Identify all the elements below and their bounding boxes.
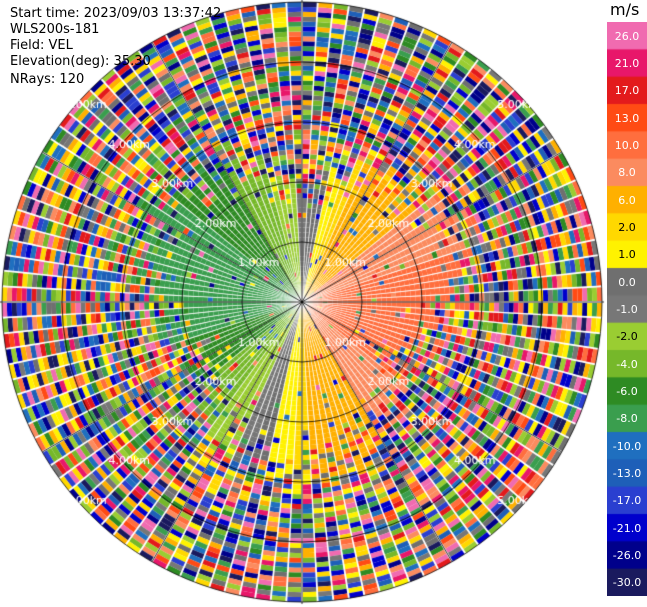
colorbar-tick-label: 6.0 [618,193,636,207]
field-label: Field: VEL [10,38,73,53]
colorbar-tick-label: -6.0 [616,385,638,398]
colorbar-tick-label: -8.0 [616,412,638,426]
colorbar-unit: m/s [610,0,640,19]
colorbar-tick-label: 0.0 [618,275,636,289]
instrument-label: WLS200s-181 [10,22,100,37]
colorbar-tick-label: -10.0 [612,439,642,453]
elevation-label: Elevation(deg): 35.30 [10,54,151,69]
colorbar-tick-label: -21.0 [612,521,642,535]
start-time-label: Start time: 2023/09/03 13:37:42 [10,6,222,21]
colorbar [607,22,647,596]
colorbar-tick-label: -4.0 [616,357,638,371]
colorbar-tick-label: -13.0 [612,467,642,480]
colorbar-tick-label: 17.0 [614,84,640,98]
radar-ppi-plot [0,0,607,607]
colorbar-tick-label: 8.0 [618,166,636,180]
colorbar-tick-label: 2.0 [618,221,636,234]
colorbar-tick-label: -1.0 [616,303,638,316]
colorbar-tick-label: 10.0 [614,139,640,152]
colorbar-tick-label: 26.0 [614,29,640,43]
colorbar-tick-label: 13.0 [614,111,640,125]
colorbar-tick-label: -17.0 [612,494,642,508]
colorbar-tick-label: 1.0 [618,248,636,262]
nrays-label: NRays: 120 [10,72,85,87]
colorbar-tick-label: -30.0 [612,576,642,590]
colorbar-tick-label: 21.0 [614,57,640,70]
colorbar-tick-label: -26.0 [612,549,642,562]
colorbar-tick-label: -2.0 [616,330,638,344]
